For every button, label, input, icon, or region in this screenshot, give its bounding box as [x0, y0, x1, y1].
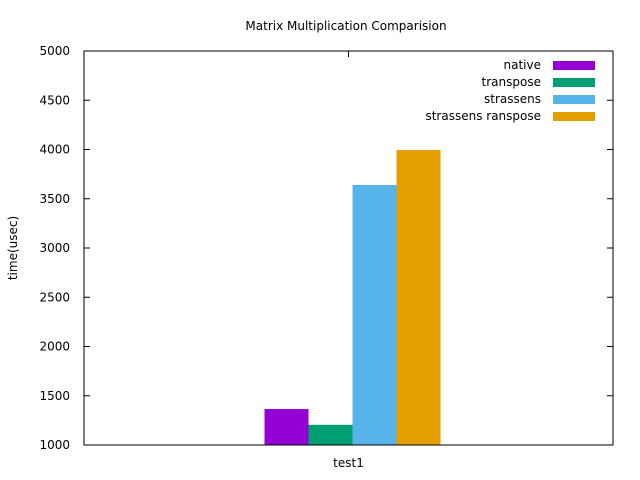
bar-strassens-ranspose: [396, 149, 441, 445]
plot-frame: [83, 50, 614, 446]
y-tick-label: 1500: [39, 389, 70, 403]
x-tick-label: test1: [333, 456, 364, 470]
legend-swatch: [553, 95, 595, 104]
bar-transpose: [308, 424, 353, 445]
chart-title: Matrix Multiplication Comparision: [245, 19, 446, 33]
y-tick-label: 5000: [39, 44, 70, 58]
y-tick-label: 2000: [39, 340, 70, 354]
legend-label: transpose: [482, 75, 541, 89]
legend-label: native: [504, 58, 541, 72]
bar-strassens: [352, 184, 397, 445]
bar-native: [264, 409, 309, 445]
y-axis-ticks: 1000 1500 2000 2500 3000 3500 4000 4500 5000: [39, 44, 613, 452]
legend: native transpose strassens strassens ranspo…: [425, 58, 595, 123]
y-tick-label: 4000: [39, 143, 70, 157]
y-tick-label: 4500: [39, 93, 70, 107]
y-tick-label: 2500: [39, 290, 70, 304]
y-tick-label: 3500: [39, 192, 70, 206]
legend-label: strassens ranspose: [425, 109, 541, 123]
legend-swatch: [553, 112, 595, 121]
y-tick-label: 3000: [39, 241, 70, 255]
legend-label: strassens: [484, 92, 541, 106]
legend-swatch: [553, 78, 595, 87]
y-axis-label: time(usec): [6, 216, 20, 280]
y-tick-label: 1000: [39, 438, 70, 452]
legend-swatch: [553, 61, 595, 70]
bars: [264, 149, 441, 445]
